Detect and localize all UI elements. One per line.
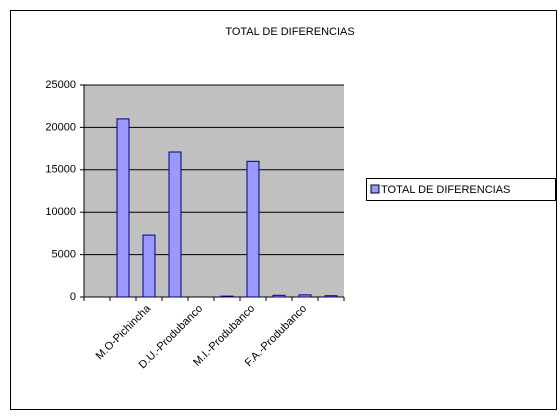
legend-label: TOTAL DE DIFERENCIAS [381, 184, 510, 196]
y-tick-label: 15000 [45, 164, 76, 176]
y-tick-label: 0 [70, 291, 76, 303]
bar [272, 294, 286, 298]
bar [298, 294, 312, 298]
bar [324, 295, 338, 298]
y-tick-label: 5000 [52, 249, 76, 261]
bar [142, 234, 156, 298]
bar [220, 295, 234, 298]
bar [116, 118, 130, 298]
legend-swatch [370, 184, 380, 194]
chart-title: TOTAL DE DIFERENCIAS [225, 26, 354, 38]
legend [366, 178, 556, 201]
y-tick-label: 25000 [45, 79, 76, 91]
bar [246, 160, 260, 298]
y-tick-label: 10000 [45, 206, 76, 218]
bar [168, 151, 182, 298]
y-tick-label: 20000 [45, 121, 76, 133]
